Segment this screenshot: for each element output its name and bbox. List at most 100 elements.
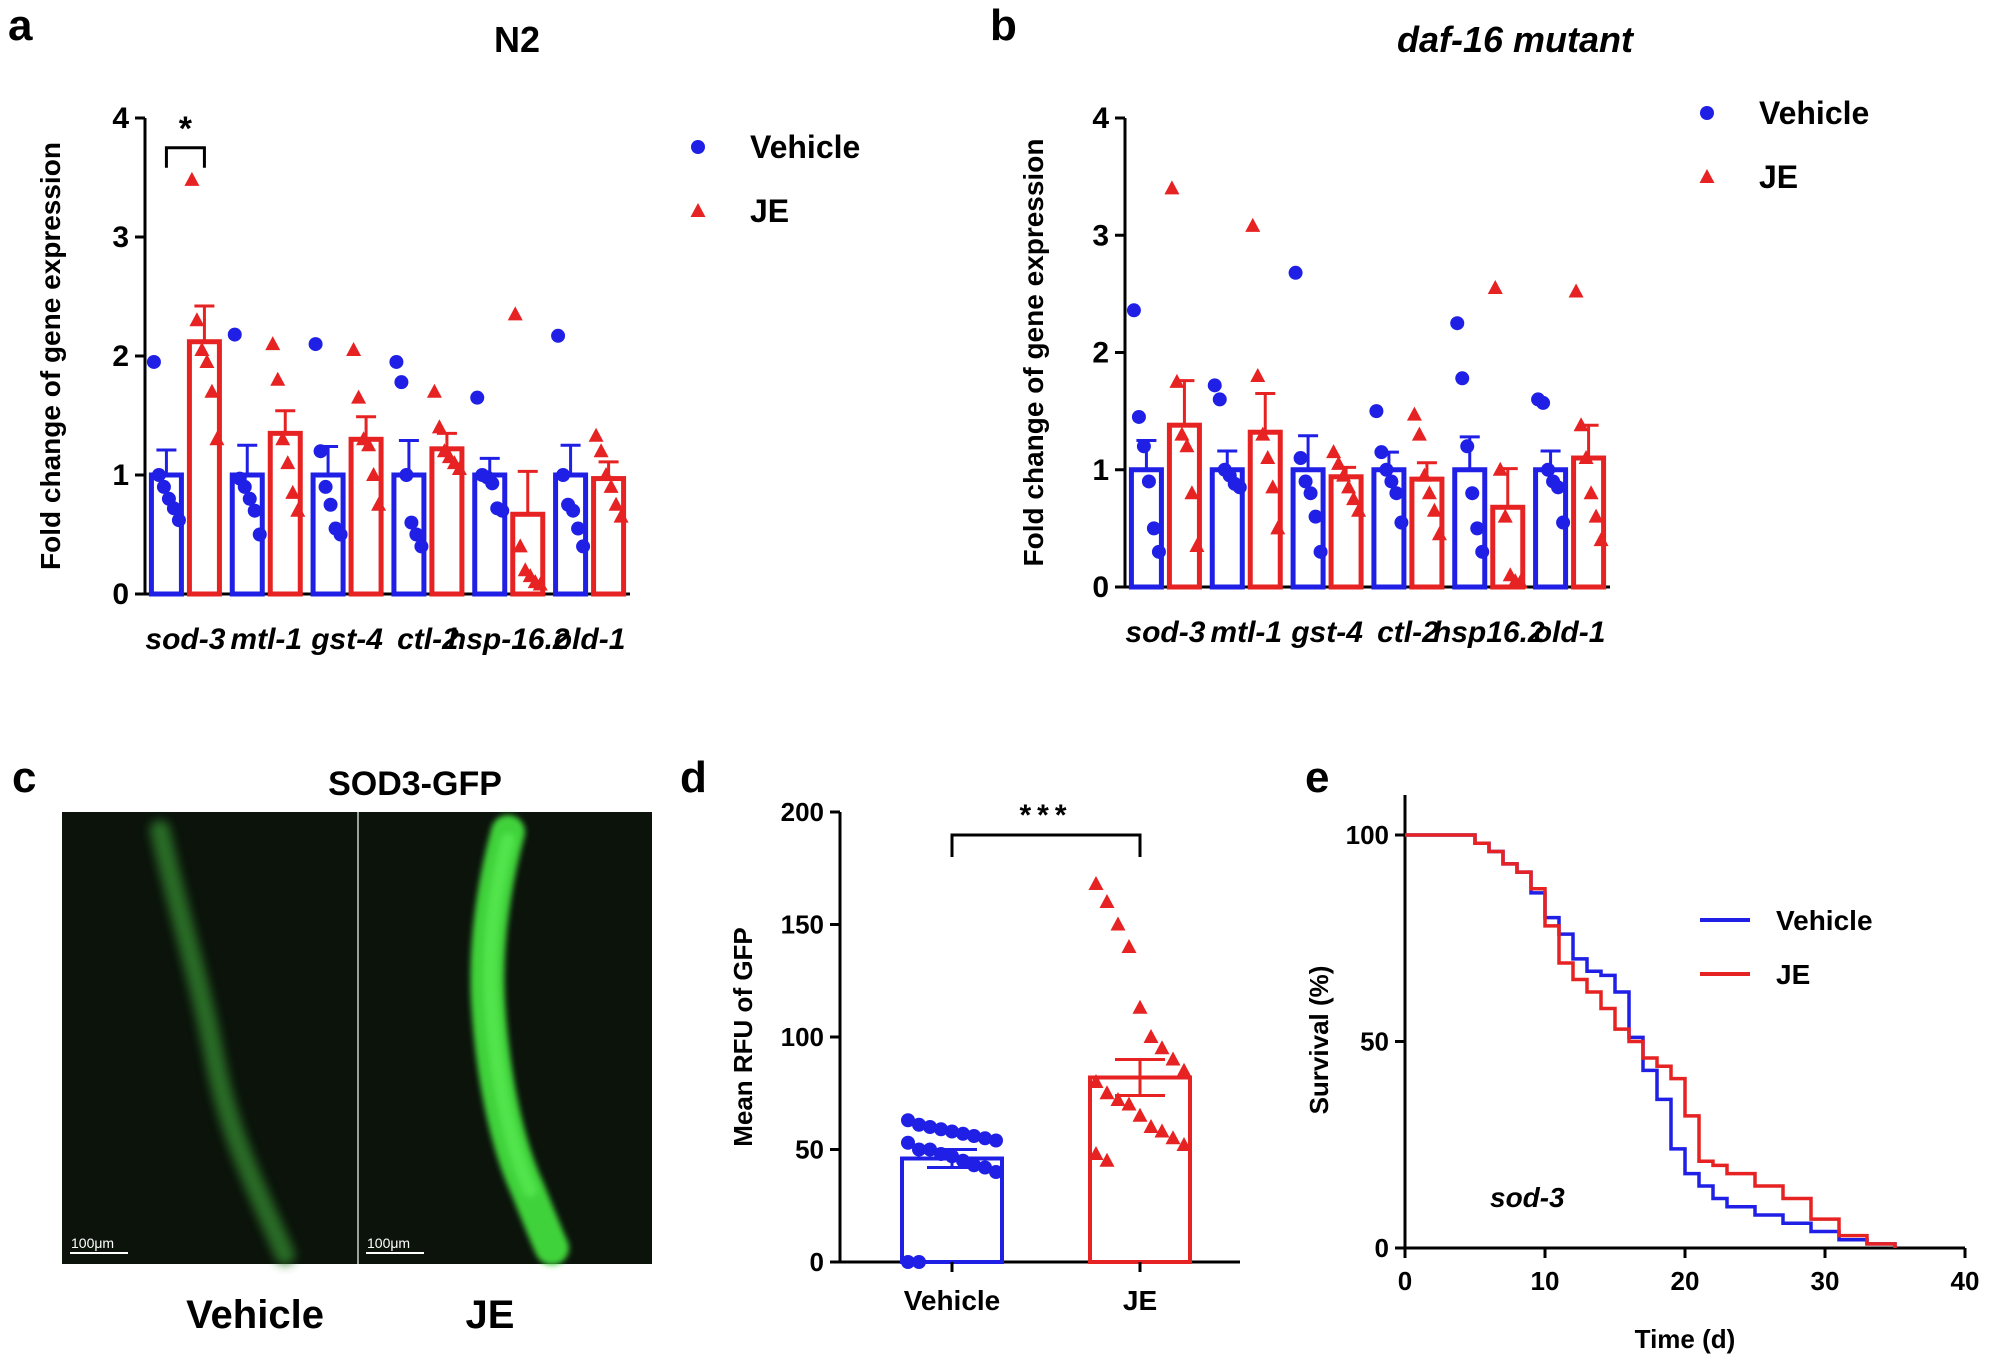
data-point-je: [1421, 485, 1437, 500]
data-point-je: [1250, 367, 1266, 382]
data-point-je: [204, 383, 220, 398]
x-category-label: hsp-16.2: [448, 623, 570, 656]
data-point-vehicle: [967, 1158, 981, 1173]
data-point-vehicle: [923, 1120, 937, 1134]
data-point-je: [1573, 417, 1589, 432]
legend-marker-je: [1699, 169, 1715, 183]
data-point-je: [199, 353, 215, 368]
data-point-vehicle: [1536, 395, 1551, 410]
data-point-je: [194, 342, 210, 357]
scale-label-vehicle: 100μm: [71, 1235, 114, 1251]
data-point-je: [351, 389, 367, 404]
x-tick-label: 20: [1671, 1266, 1700, 1296]
y-tick-label: 0: [112, 578, 129, 611]
data-point-vehicle: [404, 515, 419, 530]
data-point-vehicle: [156, 479, 171, 494]
data-point-je: [1132, 999, 1148, 1014]
data-point-je: [1121, 939, 1137, 953]
data-point-je: [1189, 537, 1205, 552]
image-label-je: JE: [466, 1293, 515, 1337]
data-point-vehicle: [956, 1126, 970, 1141]
data-point-vehicle: [551, 328, 566, 343]
data-point-vehicle: [1232, 480, 1247, 495]
x-tick-label: 10: [1531, 1266, 1560, 1296]
data-point-je: [1184, 485, 1200, 500]
survival-curve-je: [1405, 833, 1897, 1248]
data-point-vehicle: [247, 503, 262, 518]
data-point-je: [290, 502, 306, 517]
data-point-je: [1176, 1137, 1192, 1151]
data-point-vehicle: [1141, 474, 1156, 489]
data-point-je: [1406, 406, 1422, 421]
x-category-label: gst-4: [310, 623, 383, 656]
data-point-je: [507, 306, 523, 321]
data-point-vehicle: [414, 539, 429, 554]
legend-marker-vehicle: [1700, 106, 1714, 120]
data-point-vehicle: [1374, 445, 1389, 460]
data-point-vehicle: [399, 468, 414, 482]
data-point-vehicle: [912, 1117, 926, 1132]
data-point-je: [361, 437, 377, 452]
data-point-je: [1088, 876, 1104, 890]
data-point-vehicle: [901, 1255, 915, 1269]
x-tick-label: 30: [1811, 1266, 1840, 1296]
x-category-label: ctl-2: [397, 623, 459, 656]
panel-letter-c: c: [12, 753, 36, 802]
x-category-label: old-1: [554, 623, 626, 656]
data-point-je: [1176, 1062, 1192, 1077]
legend-label-vehicle: Vehicle: [750, 129, 860, 165]
y-axis-label: Fold change of gene expression: [1018, 139, 1049, 567]
data-point-je: [1492, 461, 1508, 476]
data-point-vehicle: [912, 1142, 926, 1157]
panel-letter-a: a: [8, 1, 33, 50]
data-point-je: [1346, 491, 1362, 506]
data-point-vehicle: [1379, 462, 1394, 477]
data-point-je: [1164, 180, 1180, 195]
data-point-vehicle: [912, 1255, 926, 1269]
y-tick-label: 2: [112, 340, 129, 373]
data-point-je: [1336, 467, 1352, 482]
data-point-je: [1088, 1074, 1104, 1088]
data-point-je: [1110, 916, 1126, 931]
x-category-label: sod-3: [145, 623, 225, 656]
data-point-je: [1351, 502, 1367, 517]
data-point-vehicle: [252, 527, 267, 542]
data-point-vehicle: [1475, 544, 1490, 559]
data-point-vehicle: [146, 354, 161, 369]
chart-title: daf-16 mutant: [1397, 19, 1635, 60]
data-point-je: [366, 467, 382, 481]
legend-label-je: JE: [1776, 959, 1810, 990]
worm-je-core: [483, 833, 537, 1197]
chart-title: N2: [494, 19, 540, 60]
data-point-je: [1568, 283, 1584, 298]
y-axis-label: Mean RFU of GFP: [728, 927, 758, 1147]
data-point-je: [1110, 1092, 1126, 1106]
data-point-je: [280, 455, 296, 470]
data-point-vehicle: [1541, 462, 1556, 477]
data-point-vehicle: [485, 476, 500, 491]
data-point-vehicle: [989, 1133, 1003, 1148]
panel-c-image: SOD3-GFP 100μm 100μm Vehicle JE: [62, 765, 652, 1337]
data-point-je: [1245, 217, 1261, 232]
data-point-vehicle: [394, 375, 409, 390]
data-point-je: [285, 484, 301, 499]
significance-bracket: [164, 146, 206, 168]
data-point-vehicle: [313, 444, 328, 459]
data-point-je: [209, 431, 225, 446]
data-point-vehicle: [901, 1113, 915, 1128]
data-point-je: [1255, 426, 1271, 441]
data-point-vehicle: [242, 491, 257, 506]
data-point-vehicle: [945, 1149, 959, 1164]
y-tick-label: 1: [1092, 454, 1109, 487]
x-category-label: JE: [1123, 1285, 1157, 1316]
data-point-vehicle: [495, 503, 510, 518]
x-category-label: Vehicle: [904, 1285, 1001, 1316]
data-point-vehicle: [1131, 409, 1146, 424]
data-point-je: [1099, 894, 1115, 908]
data-point-je: [1165, 1130, 1181, 1145]
y-axis-label: Fold change of gene expression: [35, 142, 66, 570]
y-tick-label: 4: [1092, 102, 1109, 135]
data-point-je: [346, 342, 362, 357]
data-point-vehicle: [1369, 404, 1384, 419]
